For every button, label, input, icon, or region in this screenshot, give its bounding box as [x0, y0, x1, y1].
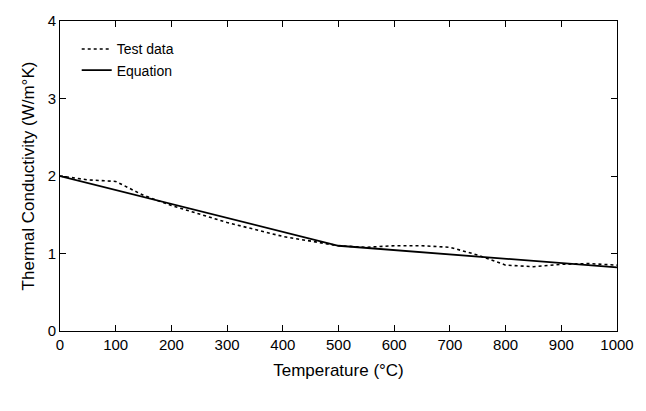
svg-text:400: 400 [270, 336, 295, 353]
svg-text:800: 800 [493, 336, 518, 353]
svg-text:600: 600 [382, 336, 407, 353]
svg-text:1000: 1000 [600, 336, 633, 353]
svg-text:500: 500 [326, 336, 351, 353]
svg-text:Temperature (°C): Temperature (°C) [273, 361, 404, 380]
svg-text:0: 0 [56, 336, 64, 353]
svg-text:3: 3 [48, 90, 56, 107]
svg-text:700: 700 [437, 336, 462, 353]
svg-text:100: 100 [103, 336, 128, 353]
svg-text:4: 4 [48, 12, 56, 29]
svg-text:200: 200 [159, 336, 184, 353]
svg-text:Equation: Equation [117, 63, 172, 79]
svg-text:2: 2 [48, 167, 56, 184]
svg-text:900: 900 [549, 336, 574, 353]
svg-text:Thermal Conductivity (W/m°K): Thermal Conductivity (W/m°K) [19, 62, 38, 291]
svg-text:1: 1 [48, 245, 56, 262]
svg-text:0: 0 [48, 322, 56, 339]
svg-text:300: 300 [215, 336, 240, 353]
svg-text:Test data: Test data [117, 41, 174, 57]
